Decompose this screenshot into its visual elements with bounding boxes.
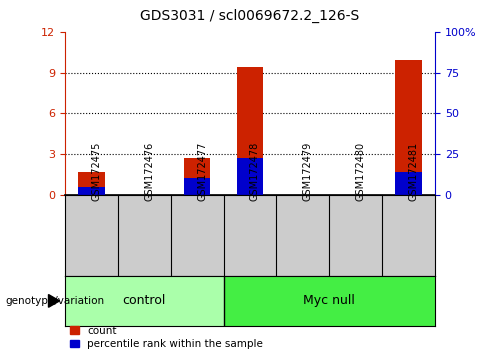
Bar: [237, 158, 263, 195]
Bar: [65, 276, 224, 326]
Text: genotype/variation: genotype/variation: [5, 296, 104, 306]
Text: GDS3031 / scl0069672.2_126-S: GDS3031 / scl0069672.2_126-S: [140, 9, 360, 23]
Text: Myc null: Myc null: [304, 295, 355, 307]
Text: GSM172481: GSM172481: [408, 142, 418, 201]
Bar: [396, 172, 422, 195]
Text: GSM172480: GSM172480: [356, 142, 366, 201]
Text: GSM172477: GSM172477: [197, 142, 207, 201]
Text: GSM172475: GSM172475: [92, 142, 102, 201]
Text: control: control: [122, 295, 166, 307]
Text: GSM172479: GSM172479: [303, 142, 313, 201]
Bar: [78, 187, 104, 195]
Bar: [224, 276, 435, 326]
Legend: count, percentile rank within the sample: count, percentile rank within the sample: [70, 326, 263, 349]
Bar: [78, 172, 104, 195]
Bar: [396, 61, 422, 195]
Bar: [237, 67, 263, 195]
Text: GSM172476: GSM172476: [144, 142, 154, 201]
Text: GSM172478: GSM172478: [250, 142, 260, 201]
Bar: [184, 158, 210, 195]
Bar: [184, 178, 210, 195]
